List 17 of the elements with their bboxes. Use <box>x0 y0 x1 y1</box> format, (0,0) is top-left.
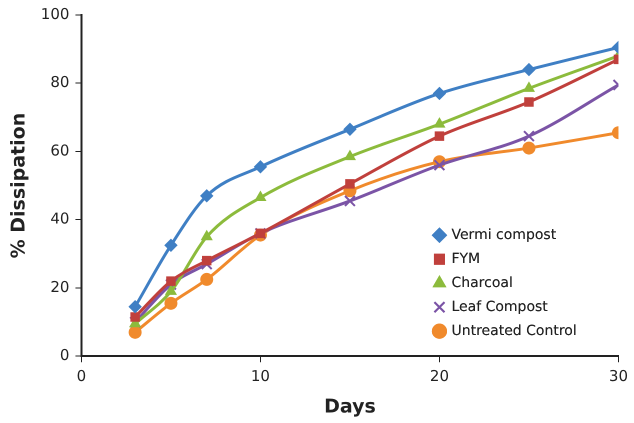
y-tick-label: 80 <box>50 73 70 92</box>
y-tick-label: 40 <box>50 210 70 228</box>
x-tick-label: 20 <box>430 367 449 386</box>
x-tick-label: 0 <box>76 367 86 386</box>
legend-label: Leaf Compost <box>451 298 548 315</box>
y-tick-label: 100 <box>40 4 70 23</box>
legend-label: FYM <box>451 250 480 267</box>
legend-label: Charcoal <box>451 274 513 291</box>
x-tick-label: 10 <box>250 367 270 386</box>
legend-label: Untreated Control <box>451 322 577 339</box>
y-tick-label: 0 <box>60 346 70 364</box>
y-axis-title: % Dissipation <box>7 112 30 258</box>
x-tick-label: 30 <box>608 367 628 386</box>
x-axis-title: Days <box>324 396 376 418</box>
y-tick-label: 20 <box>50 278 70 296</box>
legend-label: Vermi compost <box>451 226 557 243</box>
y-tick-label: 60 <box>50 141 70 160</box>
